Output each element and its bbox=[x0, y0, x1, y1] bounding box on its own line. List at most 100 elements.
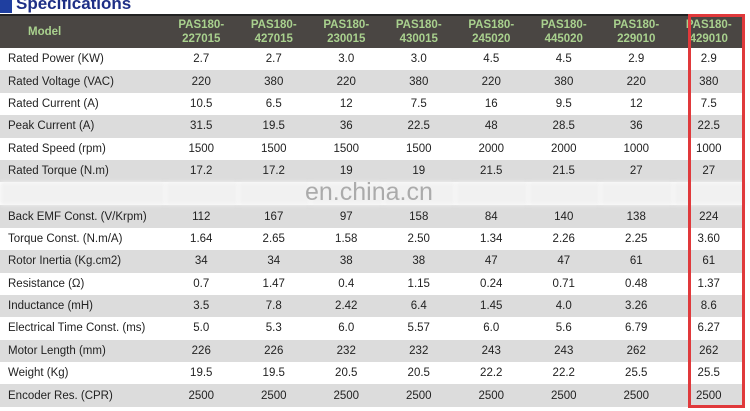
cell: 0.4 bbox=[338, 277, 355, 290]
cell: 158 bbox=[382, 205, 455, 228]
cell: 2500 bbox=[237, 384, 310, 407]
cell: 48 bbox=[455, 115, 528, 138]
cell: 36 bbox=[310, 115, 383, 138]
row-label: Resistance (Ω) bbox=[8, 277, 85, 290]
header-model-name: PAS180- 245020 bbox=[455, 16, 528, 48]
cell: 6.0 bbox=[483, 322, 500, 335]
row-label: Rated Torque (N.m) bbox=[0, 159, 165, 183]
title-text: Specifications bbox=[16, 0, 132, 13]
cell: 262 bbox=[600, 339, 673, 363]
table-row: Inductance (mH) 3.5 7.8 2.42 6.4 1.45 4.0 3.26 8… bbox=[0, 294, 745, 318]
table-row: Back EMF Const. (V/Krpm) 112 167 97 158 84 140… bbox=[0, 205, 745, 228]
cell: 31.5 bbox=[165, 115, 238, 138]
cell: 2.25 bbox=[625, 232, 648, 245]
cell: 1000 bbox=[623, 142, 650, 155]
cell: 84 bbox=[455, 205, 528, 228]
cell: 9.5 bbox=[555, 97, 572, 110]
cell: 1500 bbox=[405, 142, 432, 155]
header-model-name: PAS180- 229010 bbox=[600, 16, 673, 48]
cell: 21.5 bbox=[527, 159, 600, 183]
row-label: Rated Voltage (VAC) bbox=[0, 70, 165, 93]
cell: 5.6 bbox=[555, 322, 572, 335]
cell: 2.26 bbox=[552, 232, 575, 245]
header-model-name: PAS180- 227015 bbox=[165, 16, 238, 48]
cell: 2500 bbox=[455, 384, 528, 407]
title-square-icon bbox=[0, 0, 12, 13]
cell: 16 bbox=[484, 97, 498, 110]
cell: 232 bbox=[310, 339, 383, 363]
cell: 226 bbox=[237, 339, 310, 363]
cell: 61 bbox=[600, 250, 673, 273]
section-title: Specifications bbox=[0, 0, 131, 14]
cell: 220 bbox=[600, 70, 673, 93]
table-row: Rated Power (KW) 2.7 2.7 3.0 3.0 4.5 4.5 2.9 2.9 bbox=[0, 48, 745, 70]
cell: 0.7 bbox=[193, 277, 210, 290]
cell: 3.5 bbox=[165, 294, 238, 318]
cell: 232 bbox=[382, 339, 455, 363]
cell: 1000 bbox=[695, 142, 722, 155]
cell: 22.2 bbox=[552, 367, 575, 380]
cell: 2.42 bbox=[310, 294, 383, 318]
cell: 10.5 bbox=[190, 97, 213, 110]
table-row: Encoder Res. (CPR) 2500 2500 2500 2500 2500 25… bbox=[0, 384, 745, 407]
cell: 17.2 bbox=[237, 159, 310, 183]
cell: 138 bbox=[600, 205, 673, 228]
cell: 19 bbox=[310, 159, 383, 183]
cell: 6.0 bbox=[338, 322, 355, 335]
cell: 21.5 bbox=[455, 159, 528, 183]
table-row: Motor Length (mm) 226 226 232 232 243 243 262 26… bbox=[0, 339, 745, 363]
cell: 34 bbox=[237, 250, 310, 273]
table-row: Rotor Inertia (Kg.cm2) 34 34 38 38 47 47 61 61 bbox=[0, 250, 745, 273]
row-label: Rated Current (A) bbox=[8, 97, 99, 110]
row-label: Peak Current (A) bbox=[0, 115, 165, 138]
row-label: Encoder Res. (CPR) bbox=[0, 384, 165, 407]
cell: 2.7 bbox=[265, 53, 282, 66]
cell: 1.64 bbox=[190, 232, 213, 245]
cell: 19.5 bbox=[262, 367, 285, 380]
table-row: Rated Voltage (VAC) 220 380 220 380 220 380 220… bbox=[0, 70, 745, 93]
cell: 243 bbox=[455, 339, 528, 363]
cell: 1.45 bbox=[455, 294, 528, 318]
cell: 19 bbox=[382, 159, 455, 183]
cell: 47 bbox=[455, 250, 528, 273]
cell: 6.79 bbox=[625, 322, 648, 335]
highlighted-model: PAS180-429010 bbox=[685, 19, 732, 45]
cell: 22.5 bbox=[382, 115, 455, 138]
cell: 34 bbox=[165, 250, 238, 273]
cell: 4.5 bbox=[483, 53, 500, 66]
cell: 0.48 bbox=[625, 277, 648, 290]
cell: 38 bbox=[382, 250, 455, 273]
table-row: Electrical Time Const. (ms) 5.0 5.3 6.0 5.57… bbox=[0, 317, 745, 339]
header-model: Model bbox=[0, 16, 165, 48]
divider bbox=[0, 14, 745, 16]
cell: 1.15 bbox=[407, 277, 430, 290]
highlight-box bbox=[688, 14, 745, 408]
cell: 220 bbox=[165, 70, 238, 93]
table-row: Resistance (Ω) 0.7 1.47 0.4 1.15 0.24 0.71 0.48… bbox=[0, 273, 745, 295]
cell: 243 bbox=[527, 339, 600, 363]
cell: 2500 bbox=[600, 384, 673, 407]
table-row: Rated Speed (rpm) 1500 1500 1500 1500 2000 200… bbox=[0, 138, 745, 160]
header-model-name: PAS180- 427015 bbox=[237, 16, 310, 48]
cell: 47 bbox=[527, 250, 600, 273]
cell: 4.0 bbox=[527, 294, 600, 318]
table-row: Rated Current (A) 10.5 6.5 12 7.5 16 9.5 12 7.5 bbox=[0, 93, 745, 115]
cell: 20.5 bbox=[407, 367, 430, 380]
cell: 19.5 bbox=[190, 367, 213, 380]
cell: 2.7 bbox=[193, 53, 210, 66]
cell: 112 bbox=[165, 205, 238, 228]
cell: 36 bbox=[600, 115, 673, 138]
table-row: Rated Torque (N.m) 17.2 17.2 19 19 21.5 21.5 27… bbox=[0, 159, 745, 183]
cell: 380 bbox=[527, 70, 600, 93]
row-label: Rotor Inertia (Kg.cm2) bbox=[0, 250, 165, 273]
row-label: Rated Power (KW) bbox=[8, 53, 104, 66]
row-label: Torque Const. (N.m/A) bbox=[8, 232, 123, 245]
cell: 20.5 bbox=[335, 367, 358, 380]
cell: 2500 bbox=[310, 384, 383, 407]
row-label: Electrical Time Const. (ms) bbox=[8, 322, 146, 335]
table-header-row: Model PAS180- 227015 PAS180- 427015 PAS180- 23… bbox=[0, 16, 745, 48]
cell: 6.4 bbox=[382, 294, 455, 318]
cell: 3.0 bbox=[338, 53, 355, 66]
cell: 1.37 bbox=[697, 277, 720, 290]
cell: 1.58 bbox=[335, 232, 358, 245]
